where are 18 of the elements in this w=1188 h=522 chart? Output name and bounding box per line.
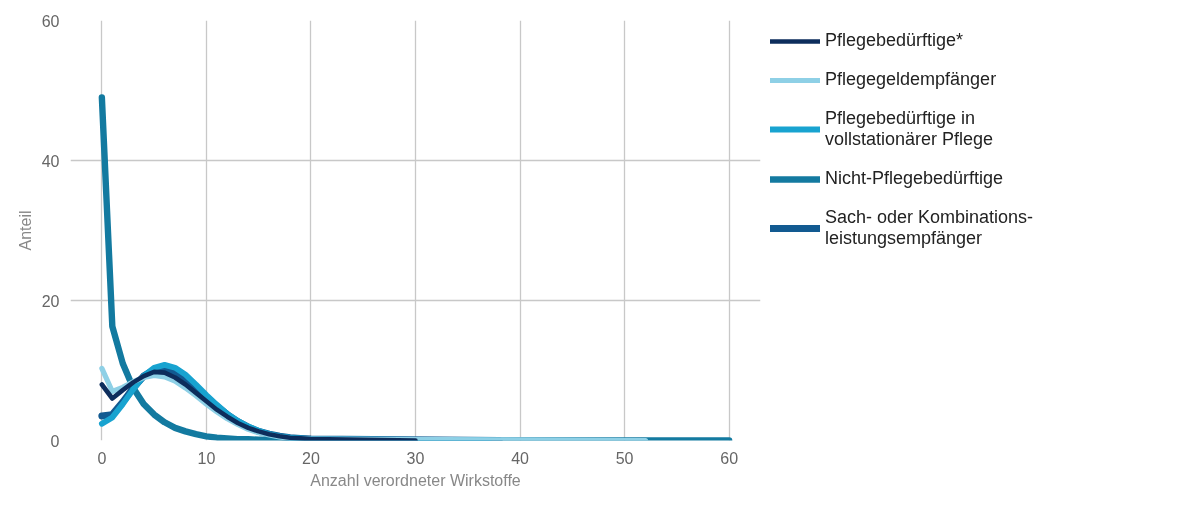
x-tick-label: 60 [720,449,739,467]
legend-label: Pflegebedürftige* [825,30,964,51]
x-tick-label: 20 [302,449,320,467]
y-tick-label: 40 [41,152,60,170]
legend-label: Pflegegeldempfänger [825,69,997,90]
x-tick-label: 10 [197,449,216,467]
legend-label: Sach- oder Kombinations-leistungsempfänger [825,207,1034,249]
y-axis-title: Anteil [16,210,34,251]
y-tick-label: 20 [41,292,60,310]
y-tick-label: 0 [50,432,60,450]
x-tick-label: 40 [511,449,530,467]
x-tick-label: 0 [97,449,107,467]
x-tick-label: 50 [615,449,634,467]
y-tick-label: 60 [41,12,60,30]
legend-label: Pflegebedürftige in vollstationärer Pflege [825,108,994,150]
legend-label: Nicht-Pflegebedürftige [825,168,1004,189]
x-tick-label: 30 [406,449,425,467]
x-axis-title: Anzahl verordneter Wirkstoffe [310,471,521,489]
